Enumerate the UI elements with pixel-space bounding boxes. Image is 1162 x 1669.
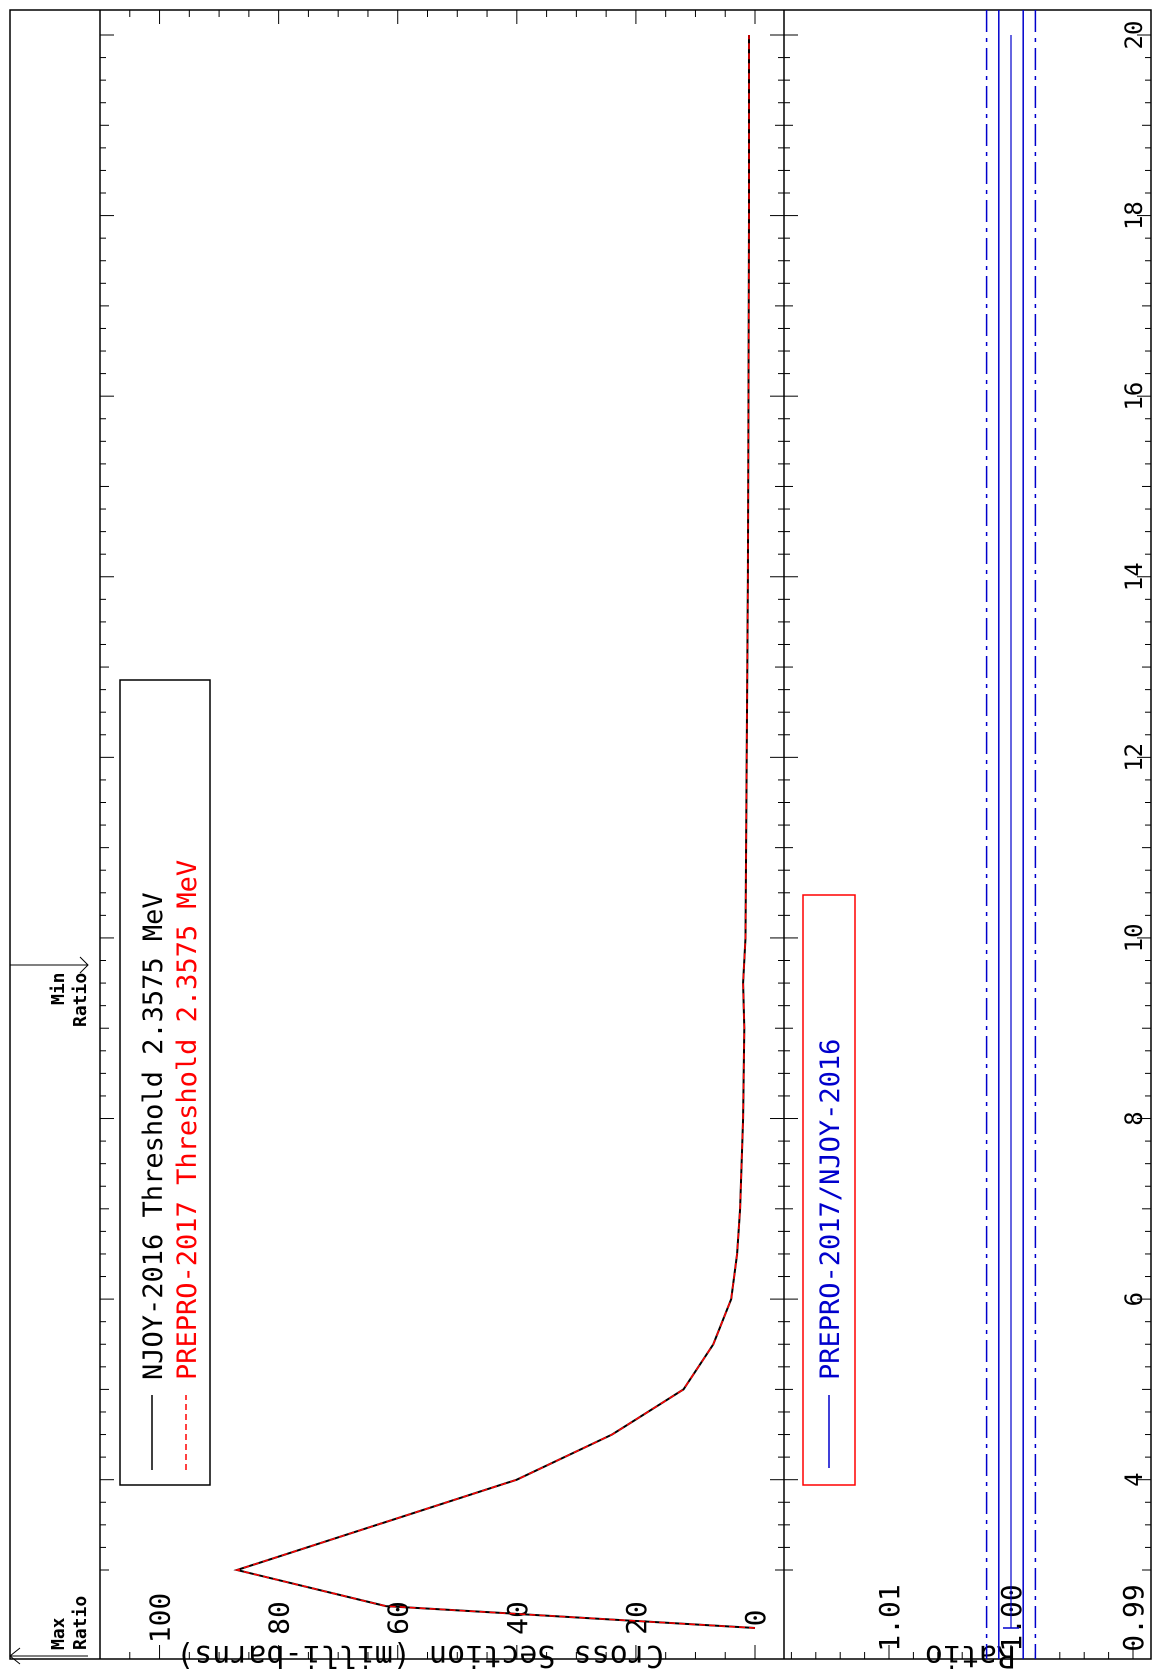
energy-tick-label: 8 <box>1120 1111 1148 1125</box>
series-njoy-line <box>233 35 756 1629</box>
legend-box <box>119 679 211 1486</box>
main-legend: NJOY-2016 Threshold 2.3575 MeV PREPRO-201… <box>119 679 211 1486</box>
main-plot <box>233 35 756 1629</box>
max-ratio-arrow <box>9 1647 21 1665</box>
energy-tick-label: 20 <box>1120 21 1148 50</box>
ratio-legend-label: PREPRO-2017/NJOY-2016 <box>815 1039 846 1380</box>
ratio-tick-label: 0.99 <box>1117 1584 1150 1651</box>
min-ratio-label: Min <box>48 973 69 1006</box>
ratio-axis-label: Ratio <box>925 1638 1015 1669</box>
cs-tick-label: 40 <box>501 1601 534 1635</box>
energy-tick-label: 16 <box>1120 382 1148 411</box>
plot-frame <box>9 9 1152 1660</box>
cs-tick-label: 100 <box>144 1593 177 1644</box>
cs-axis-label: Cross Section (milli-barns) <box>176 1638 664 1669</box>
max-ratio-label: Ratio <box>70 1596 91 1650</box>
energy-tick-label: 18 <box>1120 201 1148 230</box>
legend-label: PREPRO-2017 Threshold 2.3575 MeV <box>172 860 203 1380</box>
legend-label: NJOY-2016 Threshold 2.3575 MeV <box>138 892 169 1380</box>
series-prepro-line <box>234 35 756 1629</box>
energy-tick-label: 14 <box>1120 562 1148 591</box>
cs-tick-label: 20 <box>620 1601 653 1635</box>
energy-tick-label: 10 <box>1120 923 1148 952</box>
ratio-plot <box>985 10 1037 1659</box>
energy-tick-label: 12 <box>1120 743 1148 772</box>
ratio-tick-label: 1.01 <box>873 1584 906 1651</box>
cs-tick-label: 0 <box>739 1610 772 1627</box>
ratio-legend: PREPRO-2017/NJOY-2016 <box>802 894 856 1486</box>
energy-tick-label: 4 <box>1120 1472 1148 1486</box>
min-ratio-arrow <box>79 956 89 974</box>
cs-tick-label: 80 <box>263 1601 296 1635</box>
energy-tick-label: 6 <box>1120 1292 1148 1306</box>
max-ratio-label: Max <box>48 1617 69 1650</box>
min-ratio-label: Ratio <box>70 973 91 1027</box>
ratio-legend-box <box>802 894 856 1486</box>
